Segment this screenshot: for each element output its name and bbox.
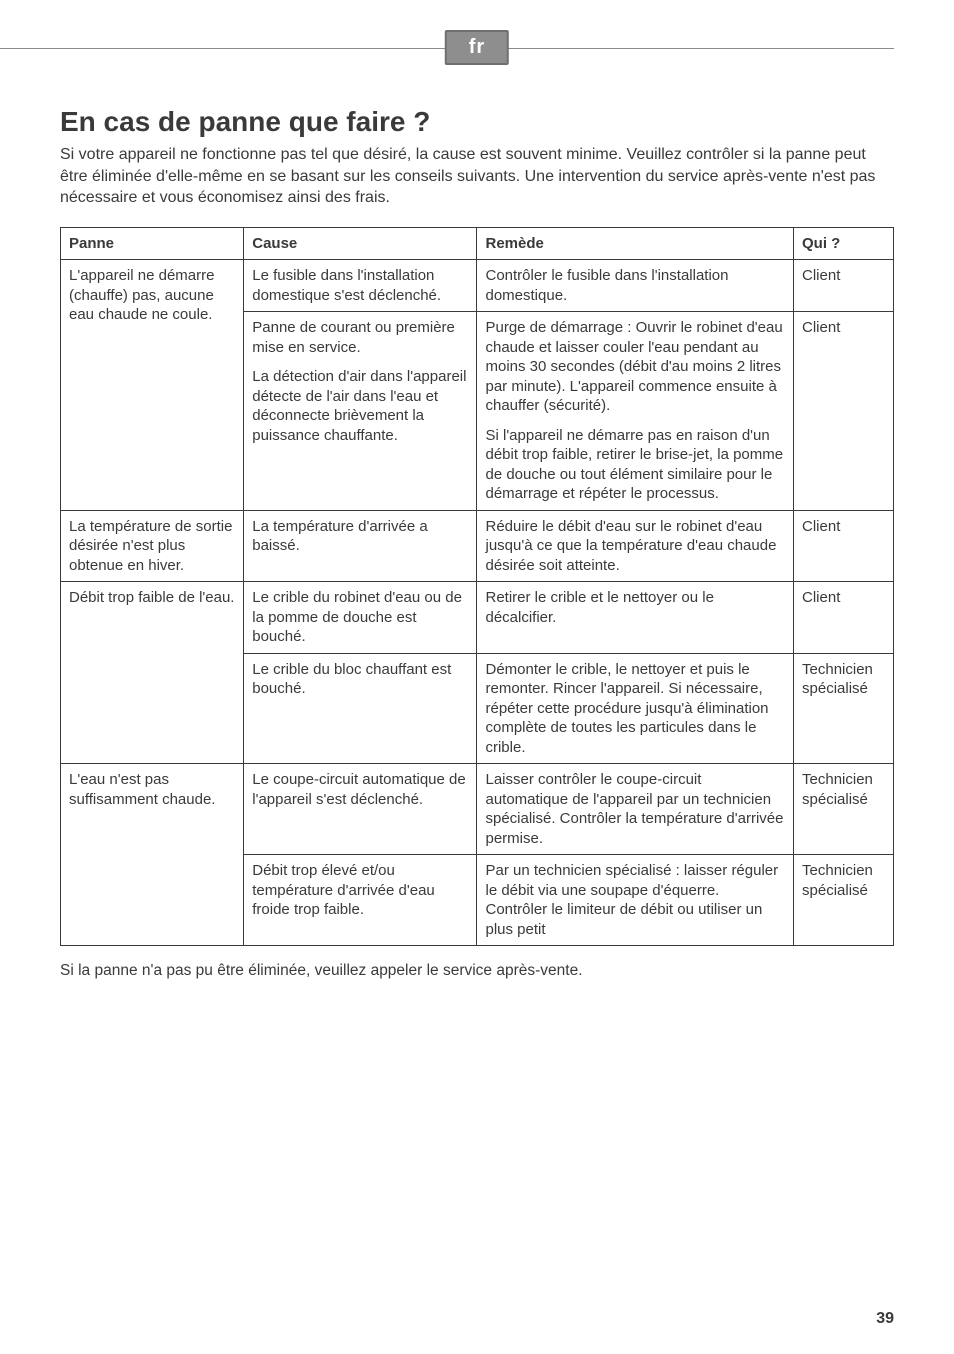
cell-panne: Débit trop faible de l'eau. [61,582,244,764]
table-row: La température de sortie désirée n'est p… [61,510,894,582]
cell-panne: L'eau n'est pas suffisamment chaude. [61,764,244,946]
cell-text: Purge de démarrage : Ouvrir le robinet d… [485,318,785,416]
cell-remede: Démonter le crible, le nettoyer et puis … [477,653,794,764]
col-header-panne: Panne [61,227,244,260]
cell-panne: L'appareil ne démarre (chauffe) pas, auc… [61,260,244,511]
language-badge: fr [445,30,509,65]
cell-text: La détection d'air dans l'appareil détec… [252,367,468,445]
cell-remede: Réduire le débit d'eau sur le robinet d'… [477,510,794,582]
cell-cause: Panne de courant ou première mise en ser… [244,312,477,511]
cell-remede: Contrôler le fusible dans l'installation… [477,260,794,312]
cell-cause: Le coupe-circuit automatique de l'appare… [244,764,477,855]
table-row: Débit trop faible de l'eau. Le crible du… [61,582,894,654]
col-header-cause: Cause [244,227,477,260]
cell-panne: La température de sortie désirée n'est p… [61,510,244,582]
cell-qui: Client [794,582,894,654]
table-row: L'appareil ne démarre (chauffe) pas, auc… [61,260,894,312]
cell-text: Si l'appareil ne démarre pas en raison d… [485,426,785,504]
header-bar: fr [60,30,894,66]
page-number: 39 [876,1310,894,1328]
col-header-qui: Qui ? [794,227,894,260]
cell-qui: Client [794,260,894,312]
table-header-row: Panne Cause Remède Qui ? [61,227,894,260]
cell-cause: Le crible du bloc chauffant est bouché. [244,653,477,764]
cell-qui: Client [794,510,894,582]
cell-qui: Technicien spécialisé [794,653,894,764]
cell-cause: Débit trop élevé et/ou température d'arr… [244,855,477,946]
cell-remede: Laisser contrôler le coupe-circuit autom… [477,764,794,855]
cell-qui: Technicien spécialisé [794,764,894,855]
cell-cause: La température d'arrivée a baissé. [244,510,477,582]
cell-remede: Retirer le crible et le nettoyer ou le d… [477,582,794,654]
cell-remede: Purge de démarrage : Ouvrir le robinet d… [477,312,794,511]
page: fr En cas de panne que faire ? Si votre … [0,0,954,1354]
col-header-remede: Remède [477,227,794,260]
table-row: L'eau n'est pas suffisamment chaude. Le … [61,764,894,855]
page-title: En cas de panne que faire ? [60,106,894,138]
cell-cause: Le crible du robinet d'eau ou de la pomm… [244,582,477,654]
footer-note: Si la panne n'a pas pu être éliminée, ve… [60,962,894,980]
cell-text: Panne de courant ou première mise en ser… [252,318,468,357]
troubleshoot-table: Panne Cause Remède Qui ? L'appareil ne d… [60,227,894,947]
cell-qui: Client [794,312,894,511]
intro-paragraph: Si votre appareil ne fonctionne pas tel … [60,144,894,209]
cell-qui: Technicien spécialisé [794,855,894,946]
cell-remede: Par un technicien spécialisé : laisser r… [477,855,794,946]
cell-cause: Le fusible dans l'installation domestiqu… [244,260,477,312]
